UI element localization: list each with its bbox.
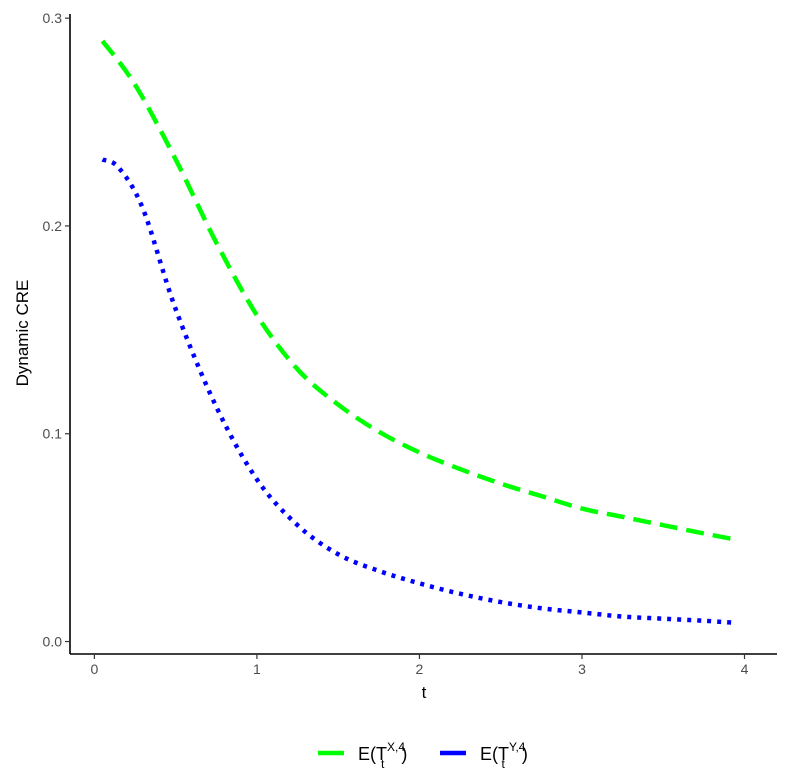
axes: 0 1 2 3 4 0.0 0.1 0.2 0.3 <box>43 10 777 677</box>
x-tick-label: 2 <box>416 661 424 677</box>
y-axis-title: Dynamic CRE <box>13 280 32 387</box>
legend-label: E(TY,4 t) <box>480 740 528 771</box>
series-line-1 <box>100 39 737 542</box>
x-tick-label: 1 <box>253 661 261 677</box>
x-tick-label: 4 <box>741 661 749 677</box>
x-tick-label: 0 <box>90 661 98 677</box>
legend-item-2: E(TY,4 t) <box>440 740 528 771</box>
legend: E(TX,4 t) E(TY,4 t) <box>318 740 528 771</box>
x-tick-label: 3 <box>578 661 586 677</box>
y-tick-label: 0.1 <box>43 426 63 442</box>
y-tick-label: 0.3 <box>43 10 63 26</box>
legend-label: E(TX,4 t) <box>358 740 407 771</box>
plot-area <box>100 39 737 626</box>
legend-item-1: E(TX,4 t) <box>318 740 407 771</box>
y-tick-label: 0.2 <box>43 218 63 234</box>
x-axis-title: t <box>422 683 427 702</box>
series-line-2 <box>101 157 737 626</box>
y-tick-label: 0.0 <box>43 634 63 650</box>
